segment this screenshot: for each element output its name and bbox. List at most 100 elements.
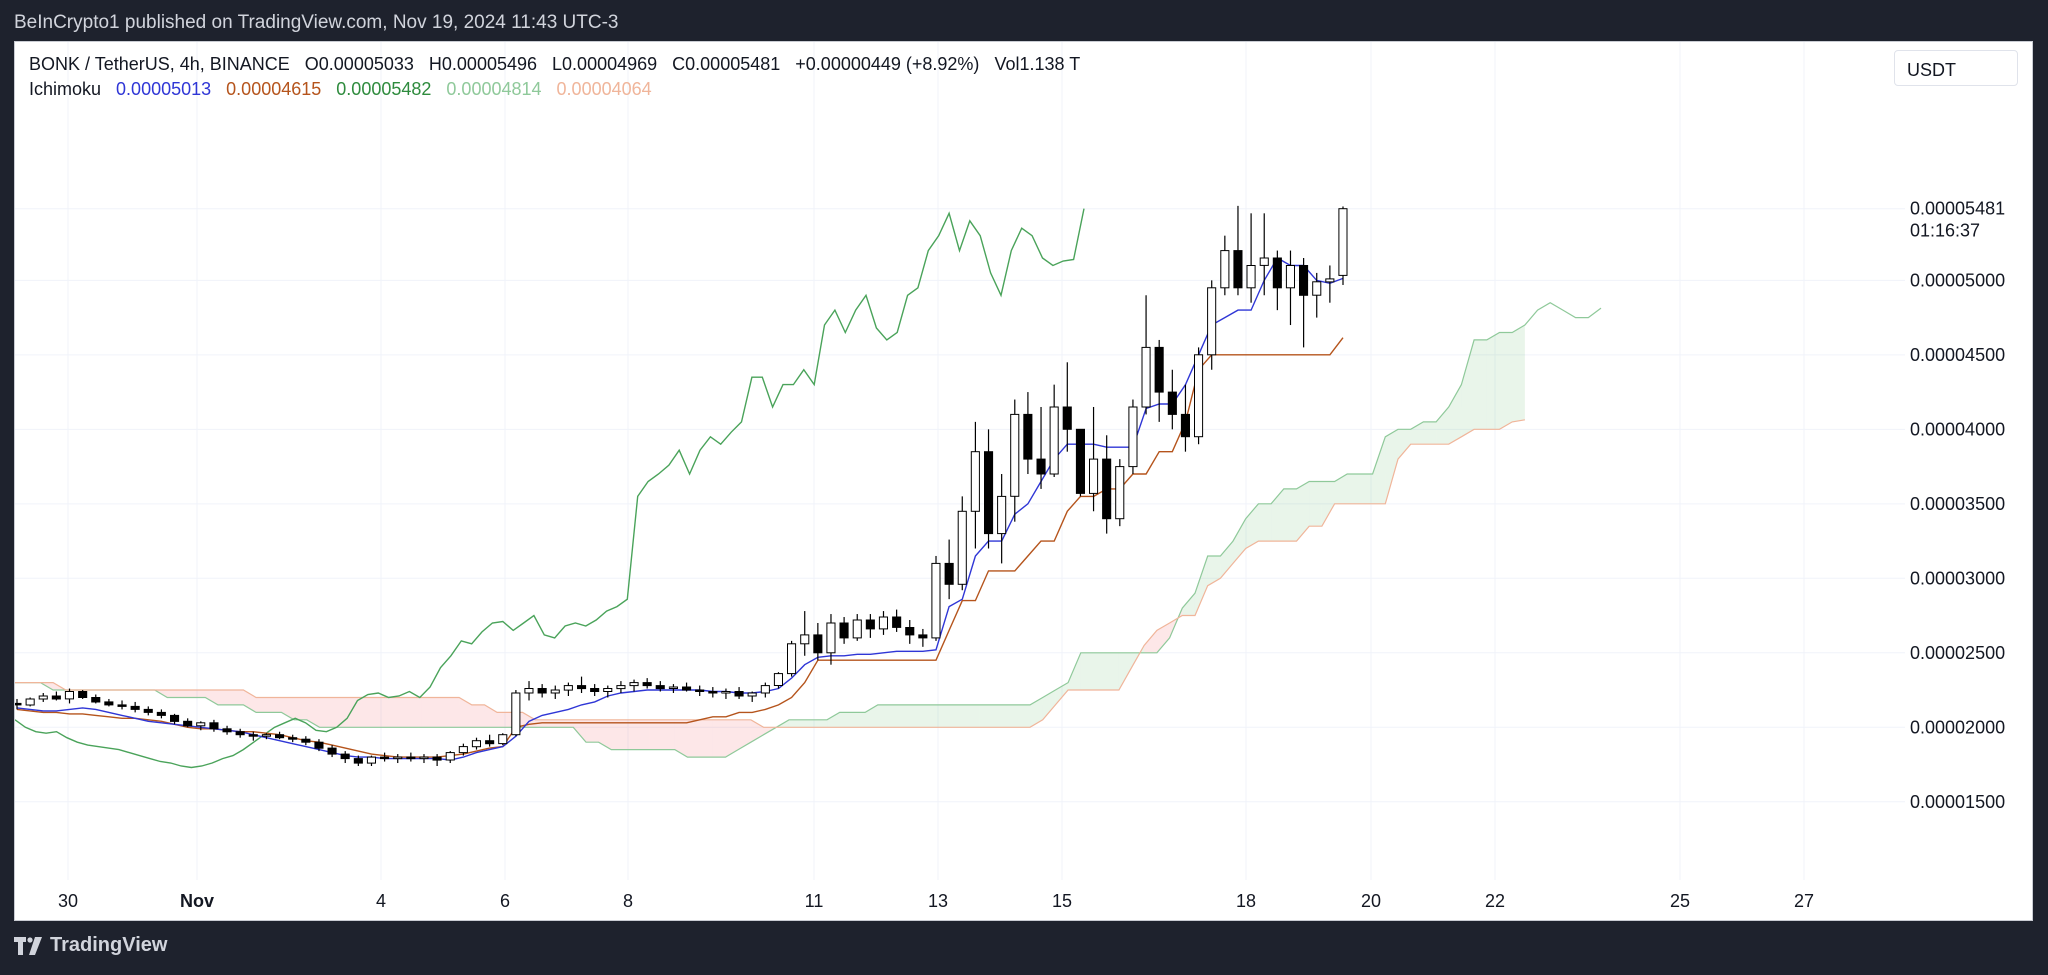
- candle[interactable]: [91, 694, 101, 704]
- candle[interactable]: [970, 421, 980, 549]
- candle[interactable]: [682, 682, 692, 692]
- candle[interactable]: [1089, 406, 1099, 512]
- candle[interactable]: [668, 684, 679, 694]
- candle[interactable]: [156, 709, 166, 719]
- candle[interactable]: [511, 690, 521, 737]
- candle[interactable]: [1285, 250, 1296, 326]
- candles[interactable]: [15, 205, 1348, 767]
- candle[interactable]: [235, 728, 245, 738]
- candle[interactable]: [485, 734, 495, 747]
- candle[interactable]: [1299, 258, 1309, 348]
- candle[interactable]: [301, 736, 311, 746]
- candle[interactable]: [1128, 399, 1138, 475]
- candle[interactable]: [1154, 339, 1164, 422]
- candle[interactable]: [143, 706, 153, 716]
- symbol-title[interactable]: BONK / TetherUS, 4h, BINANCE: [29, 54, 290, 74]
- candle[interactable]: [380, 752, 390, 762]
- candle[interactable]: [130, 701, 140, 713]
- indicator-name[interactable]: Ichimoku: [29, 79, 102, 99]
- candle[interactable]: [1220, 235, 1230, 296]
- candle[interactable]: [563, 682, 573, 696]
- candle[interactable]: [865, 614, 875, 638]
- candle[interactable]: [170, 713, 180, 725]
- chart-panel[interactable]: 0.00005000 0.00004500 0.00004000 0.00003500…: [14, 41, 2033, 921]
- candle[interactable]: [997, 474, 1007, 564]
- candle[interactable]: [1023, 392, 1033, 475]
- currency-button[interactable]: USDT: [1894, 50, 2018, 86]
- symbol-legend[interactable]: BONK / TetherUS, 4h, BINANCE O0.00005033…: [29, 54, 1090, 75]
- candle[interactable]: [537, 684, 547, 698]
- candle[interactable]: [721, 688, 731, 699]
- candle[interactable]: [327, 745, 337, 758]
- candle[interactable]: [1338, 206, 1348, 285]
- candle[interactable]: [1049, 384, 1059, 477]
- candle[interactable]: [1010, 399, 1020, 522]
- candle[interactable]: [1102, 435, 1112, 534]
- candle[interactable]: [458, 743, 468, 756]
- candle[interactable]: [275, 731, 285, 740]
- candle[interactable]: [655, 681, 665, 692]
- candle[interactable]: [550, 685, 560, 699]
- candle[interactable]: [366, 755, 376, 767]
- candle[interactable]: [1141, 295, 1151, 415]
- candle[interactable]: [1062, 362, 1072, 452]
- candle[interactable]: [747, 691, 757, 702]
- candle[interactable]: [1207, 280, 1217, 370]
- candle[interactable]: [406, 752, 416, 762]
- candle[interactable]: [471, 737, 481, 750]
- candle[interactable]: [918, 628, 928, 647]
- candle[interactable]: [1075, 428, 1086, 497]
- candle[interactable]: [419, 754, 429, 764]
- candle[interactable]: [183, 718, 193, 728]
- candle[interactable]: [104, 698, 114, 707]
- candle[interactable]: [393, 754, 403, 764]
- candle[interactable]: [1325, 265, 1335, 303]
- candle[interactable]: [1259, 213, 1269, 296]
- candle[interactable]: [892, 609, 902, 632]
- candle[interactable]: [800, 611, 810, 656]
- candle[interactable]: [196, 721, 206, 731]
- candle[interactable]: [1272, 250, 1282, 311]
- candle[interactable]: [787, 640, 797, 677]
- candle[interactable]: [905, 620, 915, 644]
- candle[interactable]: [261, 733, 271, 740]
- candle[interactable]: [813, 622, 823, 661]
- candle[interactable]: [64, 688, 75, 704]
- candle[interactable]: [340, 751, 350, 764]
- candle[interactable]: [38, 693, 48, 702]
- candle[interactable]: [760, 682, 770, 698]
- candle[interactable]: [577, 676, 587, 694]
- candle[interactable]: [209, 719, 219, 732]
- candle[interactable]: [1246, 213, 1256, 303]
- candle[interactable]: [1194, 347, 1204, 445]
- candle[interactable]: [15, 698, 22, 710]
- candle[interactable]: [498, 733, 508, 746]
- candle[interactable]: [708, 687, 718, 698]
- candle[interactable]: [1312, 272, 1322, 318]
- candle[interactable]: [1115, 459, 1125, 527]
- candle[interactable]: [826, 614, 836, 665]
- candle[interactable]: [852, 614, 862, 641]
- candle[interactable]: [524, 681, 534, 701]
- candle[interactable]: [288, 734, 298, 743]
- candle[interactable]: [629, 679, 639, 692]
- candle[interactable]: [25, 697, 35, 707]
- candle[interactable]: [353, 755, 363, 767]
- price-chart[interactable]: 0.00005000 0.00004500 0.00004000 0.00003500…: [15, 42, 2032, 920]
- candle[interactable]: [695, 685, 705, 696]
- candle[interactable]: [1036, 406, 1046, 489]
- candle[interactable]: [984, 429, 994, 549]
- candle[interactable]: [222, 725, 232, 735]
- candle[interactable]: [248, 731, 258, 741]
- indicator-legend[interactable]: Ichimoku 0.00005013 0.00004615 0.0000548…: [29, 79, 662, 100]
- candle[interactable]: [773, 672, 784, 689]
- candle[interactable]: [51, 691, 61, 701]
- candle[interactable]: [590, 684, 600, 696]
- candle[interactable]: [117, 700, 127, 710]
- candle[interactable]: [445, 751, 455, 764]
- candle[interactable]: [432, 754, 442, 767]
- candle[interactable]: [1167, 369, 1177, 430]
- candle[interactable]: [1233, 205, 1243, 296]
- candle[interactable]: [642, 678, 652, 689]
- candle[interactable]: [314, 739, 324, 752]
